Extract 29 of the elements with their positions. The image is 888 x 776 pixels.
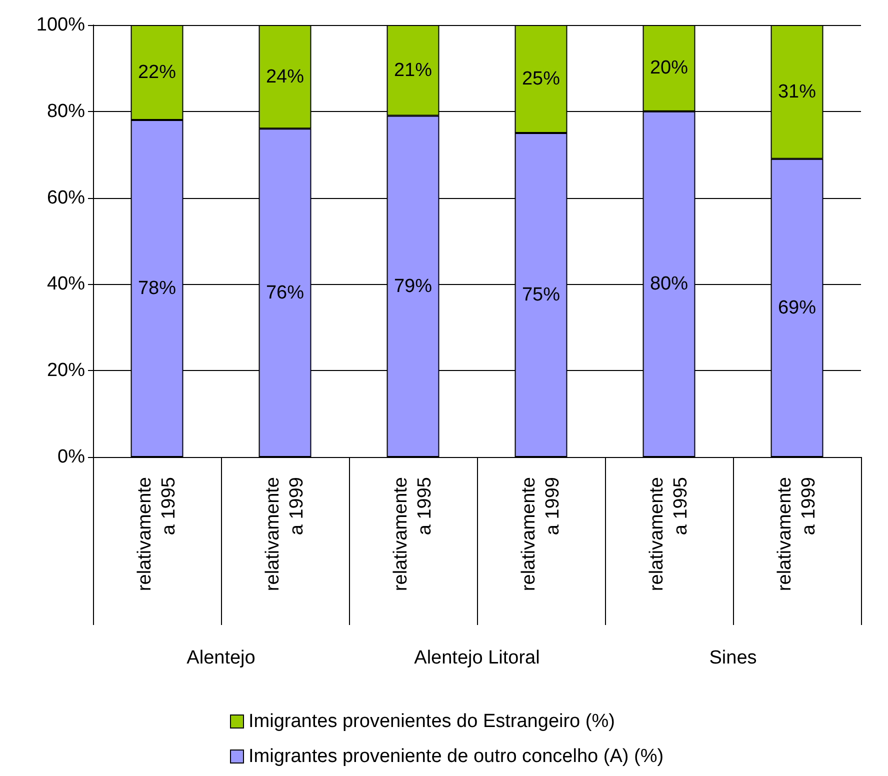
data-label: 80%: [650, 274, 688, 295]
data-label: 75%: [522, 284, 560, 306]
data-label: 78%: [138, 278, 176, 300]
data-label: 22%: [138, 62, 176, 84]
legend-label: Imigrantes proveniente de outro concelho (A) (%): [248, 746, 664, 767]
x-tick-label: relativamente a 1995: [134, 477, 180, 592]
y-tick-label: 100%: [36, 14, 86, 36]
data-label: 69%: [778, 297, 816, 318]
data-label: 76%: [266, 282, 304, 304]
data-label: 21%: [394, 60, 432, 81]
y-tick-label: 20%: [46, 360, 86, 382]
text: Alentejo Litoral: [414, 648, 540, 668]
text: Alentejo: [186, 648, 256, 668]
legend-label: Imigrantes provenientes do Estrangeiro (%): [248, 711, 615, 732]
data-label: 24%: [266, 66, 304, 88]
text: Sines: [709, 648, 757, 668]
y-tick-label: 60%: [46, 187, 86, 208]
x-tick-label: relativamente a 1999: [262, 477, 308, 592]
x-tick-label: relativamente a 1999: [518, 477, 564, 592]
y-tick-label: 40%: [46, 274, 86, 295]
data-label: 31%: [778, 81, 816, 102]
x-tick-label: relativamente a 1999: [774, 477, 820, 592]
data-label: 20%: [650, 58, 688, 79]
data-label: 25%: [522, 68, 560, 90]
data-label: 79%: [394, 276, 432, 297]
x-tick-label: relativamente a 1995: [390, 477, 436, 592]
y-tick-label: 80%: [46, 100, 86, 122]
y-tick-label: 0%: [58, 446, 86, 468]
x-tick-label: relativamente a 1995: [646, 477, 692, 592]
